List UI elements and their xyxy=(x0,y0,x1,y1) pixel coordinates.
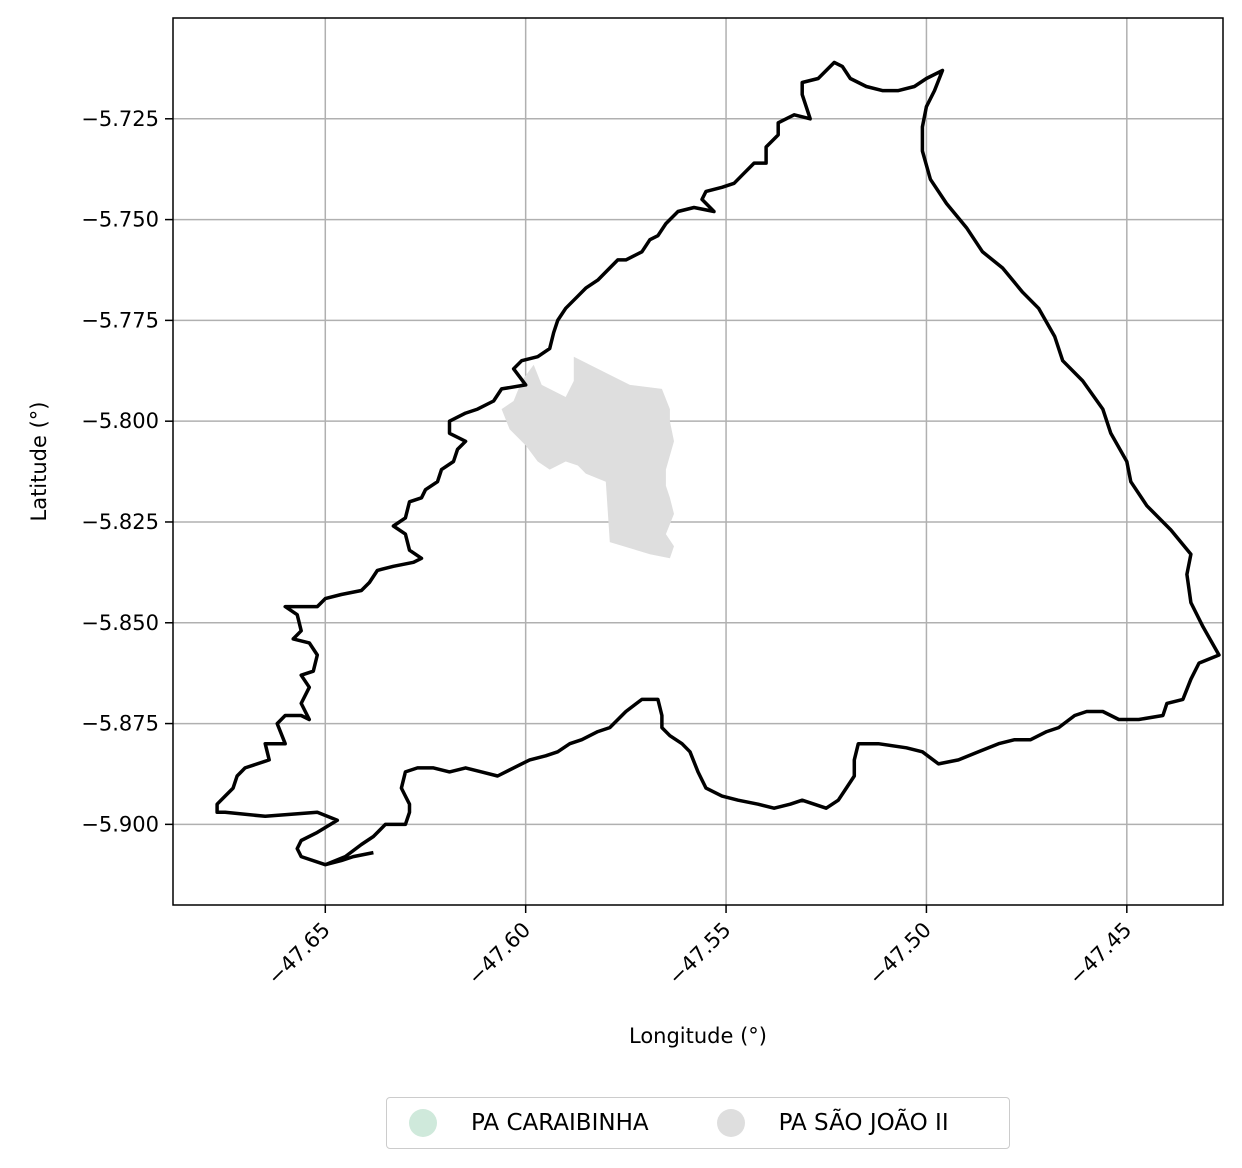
legend-marker-pa-sao-joao-ii xyxy=(716,1109,745,1137)
y-tick-label: −5.875 xyxy=(81,712,159,736)
x-tick-label: −47.50 xyxy=(864,918,936,990)
pa-sao-joao-ii-area xyxy=(501,356,674,559)
plot-frame xyxy=(172,17,1224,906)
pa-caraibinha-boundary xyxy=(215,60,1221,867)
axis-ticks: −47.65 −47.60 −47.55 −47.50 −47.45 −5.725 −5.7… xyxy=(81,107,1136,990)
x-tick-label: −47.45 xyxy=(1064,918,1136,990)
x-tick-label: −47.65 xyxy=(263,918,335,990)
x-tick-label: −47.60 xyxy=(463,918,535,990)
y-tick-label: −5.800 xyxy=(81,409,159,433)
y-tick-label: −5.850 xyxy=(81,611,159,635)
y-axis-title: Latitude (°) xyxy=(27,402,51,522)
legend: PA CARAIBINHA PA SÃO JOÃO II xyxy=(386,1097,1010,1149)
legend-marker-pa-caraibinha xyxy=(409,1109,437,1137)
legend-item-pa-caraibinha: PA CARAIBINHA xyxy=(409,1098,649,1148)
y-tick-label: −5.725 xyxy=(81,107,159,131)
y-tick-label: −5.775 xyxy=(81,308,159,332)
x-axis-title: Longitude (°) xyxy=(629,1024,767,1048)
y-tick-label: −5.750 xyxy=(81,208,159,232)
y-tick-label: −5.900 xyxy=(81,812,159,836)
legend-label-pa-caraibinha: PA CARAIBINHA xyxy=(471,1110,649,1136)
x-tick-label: −47.55 xyxy=(664,918,736,990)
legend-item-pa-sao-joao-ii: PA SÃO JOÃO II xyxy=(716,1098,949,1148)
y-tick-label: −5.825 xyxy=(81,510,159,534)
legend-label-pa-sao-joao-ii: PA SÃO JOÃO II xyxy=(778,1110,949,1136)
